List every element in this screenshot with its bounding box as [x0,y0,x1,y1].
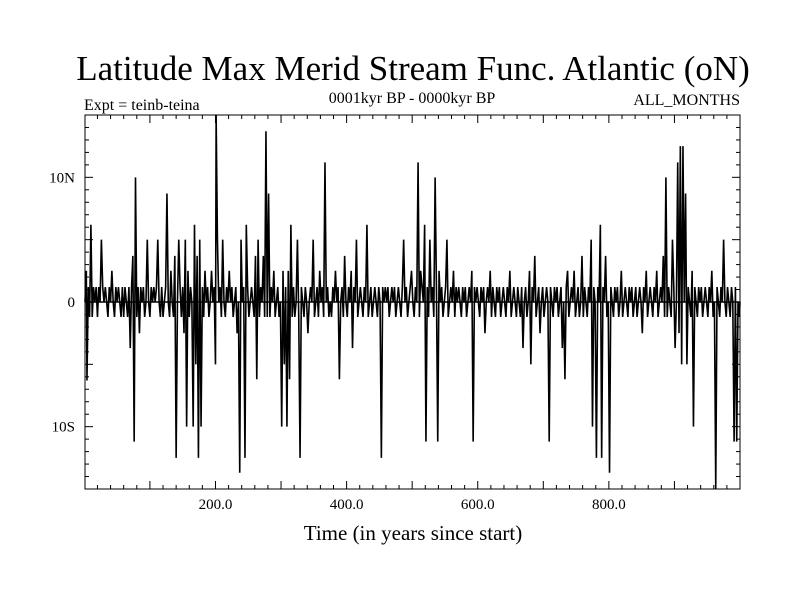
x-tick-label: 600.0 [461,497,495,513]
y-tick-label: 10S [52,420,75,436]
plot-frame [84,114,741,490]
months-label: ALL_MONTHS [633,92,740,109]
series-line-max_lat [84,114,741,490]
series-layer [84,114,741,490]
y-tick-label: 0 [68,295,76,311]
x-axis-label: Time (in years since start) [304,521,523,545]
x-tick-label: 800.0 [592,497,626,513]
y-tick-label: 10N [49,170,75,186]
chart-title: Latitude Max Merid Stream Func. Atlantic… [76,49,750,88]
period-label: 0001kyr BP - 0000kyr BP [329,90,496,107]
x-tick-label: 200.0 [199,497,233,513]
experiment-label: Expt = teinb-teina [84,97,200,114]
x-tick-label: 400.0 [330,497,364,513]
